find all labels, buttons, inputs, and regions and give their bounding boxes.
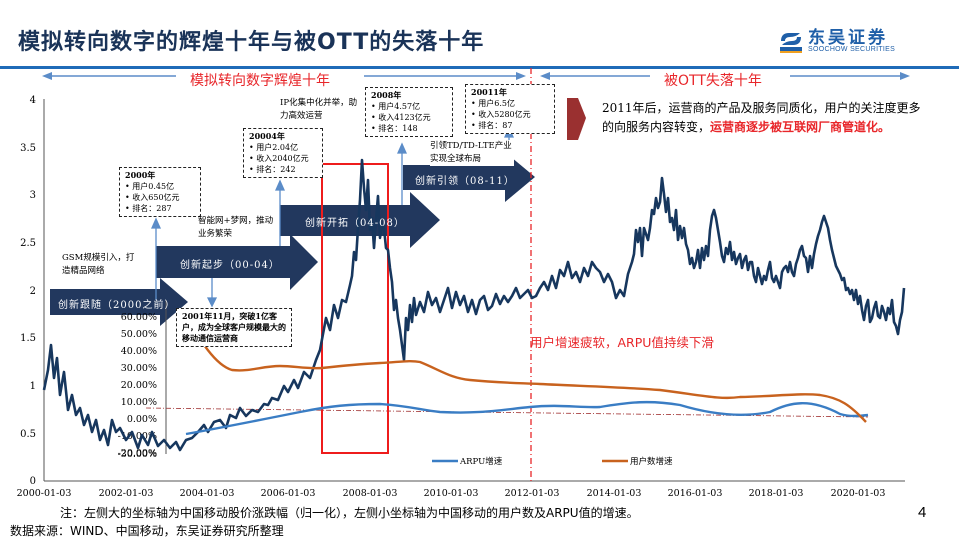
chart-legend: ARPU增速 用户数增速 — [432, 456, 673, 467]
svg-text:10.00%: 10.00% — [121, 397, 157, 408]
era-left-label: 模拟转向数字辉煌十年 — [190, 73, 330, 89]
milestone-users: 用户6.5亿 — [478, 99, 515, 108]
milestone-year: 2000年 — [125, 170, 156, 180]
svg-text:3.5: 3.5 — [20, 143, 36, 154]
milestone-revenue: 收入5280亿元 — [478, 110, 531, 119]
milestone-revenue: 收入4123亿元 — [378, 113, 431, 122]
phase-label-follow: 创新跟随（2000之前） — [58, 300, 176, 311]
milestone-year: 2008年 — [371, 90, 402, 100]
svg-text:0.00%: 0.00% — [127, 414, 157, 425]
svg-text:2020-01-03: 2020-01-03 — [831, 488, 886, 499]
milestone-users: 用户0.45亿 — [132, 182, 175, 191]
svg-text:1.5: 1.5 — [20, 333, 36, 344]
milestone-box-2004: 20004年 • 用户2.04亿 • 收入2040亿元 • 排名：242 — [243, 128, 323, 178]
svg-text:2012-01-03: 2012-01-03 — [505, 488, 560, 499]
phase-label-pioneer: 创新开拓（04-08） — [305, 218, 405, 229]
svg-text:40.00%: 40.00% — [121, 346, 157, 357]
svg-text:2.5: 2.5 — [20, 238, 36, 249]
svg-text:20.00%: 20.00% — [121, 380, 157, 391]
annotation-user-growth: 用户增速疲软，ARPU值持续下滑 — [530, 335, 714, 350]
secondary-y-axis: 60.00% 50.00% 40.00% 30.00% 20.00% 10.00… — [118, 300, 167, 459]
svg-text:60.00%: 60.00% — [121, 312, 157, 323]
milestone-users: 用户4.57亿 — [378, 102, 421, 111]
commentary-highlight: 运营商逐步被互联网厂商管道化。 — [710, 120, 891, 134]
milestone-box-2011: 20011年 • 用户6.5亿 • 收入5280亿元 • 排名：87 — [465, 84, 555, 134]
svg-text:-20.00%: -20.00% — [118, 448, 157, 459]
svg-text:2002-01-03: 2002-01-03 — [99, 488, 154, 499]
svg-text:2008-01-03: 2008-01-03 — [343, 488, 398, 499]
stock-chart: 0 0.5 1 1.5 2 2.5 3 3.5 4 2000-01-03 200… — [17, 68, 906, 499]
commentary-text: 2011年后，运营商的产品及服务同质化，用户的关注度更多的向服务内容转变，运营商… — [602, 99, 922, 137]
logo-mark-icon — [778, 31, 804, 53]
phase-label-start: 创新起步（00-04） — [180, 260, 280, 271]
svg-text:2: 2 — [30, 286, 36, 297]
svg-text:0.5: 0.5 — [20, 429, 36, 440]
note-smartnet: 智能网+梦网，推动业务繁荣 — [198, 216, 274, 239]
page-title: 模拟转向数字的辉煌十年与被OTT的失落十年 — [18, 30, 485, 55]
svg-text:-10.00%: -10.00% — [118, 431, 157, 442]
svg-text:2014-01-03: 2014-01-03 — [587, 488, 642, 499]
svg-text:2004-01-03: 2004-01-03 — [180, 488, 235, 499]
header-rule — [0, 66, 959, 69]
milestone-rank: 排名：148 — [378, 124, 418, 133]
note-td: 引领TD/TD-LTE产业实现全球布局 — [430, 140, 514, 166]
logo-en: SOOCHOW SECURITIES — [808, 46, 896, 53]
milestone-users: 用户2.04亿 — [256, 143, 299, 152]
note-ip: IP化集中化并举，助力高效运营 — [280, 98, 358, 121]
milestone-year: 20004年 — [249, 131, 285, 141]
svg-text:50.00%: 50.00% — [121, 329, 157, 340]
svg-text:2006-01-03: 2006-01-03 — [261, 488, 316, 499]
chevron-right-icon — [567, 98, 586, 140]
phase-arrows — [50, 152, 535, 326]
milestone-year: 20011年 — [471, 87, 507, 97]
secondary-tick-neg30: -30.00% — [118, 449, 157, 460]
users-line — [184, 315, 867, 423]
svg-text:1: 1 — [30, 381, 36, 392]
bubble-highlight-box — [321, 163, 389, 454]
milestone-rank: 排名：242 — [256, 165, 296, 174]
svg-text:4: 4 — [30, 95, 36, 106]
milestone-rank: 排名：287 — [132, 204, 172, 213]
price-line — [42, 158, 906, 452]
svg-text:0: 0 — [30, 476, 36, 487]
era-arrows — [42, 72, 910, 80]
page-number: 4 — [918, 504, 927, 521]
logo-cn: 东吴证券 — [808, 28, 888, 48]
note-gsm: GSM规模引入，打造精品网络 — [62, 253, 135, 276]
commentary-normal: 2011年后，运营商的产品及服务同质化，用户的关注度更多的向服务内容转变， — [602, 101, 921, 134]
svg-text:3: 3 — [30, 190, 36, 201]
x-axis: 2000-01-03 2002-01-03 2004-01-03 2006-01… — [17, 480, 905, 499]
svg-text:2018-01-03: 2018-01-03 — [749, 488, 804, 499]
svg-text:2010-01-03: 2010-01-03 — [424, 488, 479, 499]
svg-text:30.00%: 30.00% — [121, 363, 157, 374]
milestone-rank: 排名：87 — [478, 121, 513, 130]
legend-users: 用户数增速 — [630, 456, 673, 467]
svg-text:2000-01-03: 2000-01-03 — [17, 488, 72, 499]
milestone-revenue: 收入650亿元 — [132, 193, 180, 202]
brand-logo: 东吴证券 SOOCHOW SECURITIES — [778, 30, 895, 53]
milestone-revenue: 收入2040亿元 — [256, 154, 309, 163]
milestone-box-2001: 2001年11月，突破1亿客户，成为全球客户规模最大的移动通信运营商 — [176, 308, 292, 347]
legend-arpu: ARPU增速 — [459, 456, 503, 467]
milestone-box-2008: 2008年 • 用户4.57亿 • 收入4123亿元 • 排名：148 — [365, 87, 453, 137]
phase-label-lead: 创新引领（08-11） — [415, 176, 515, 187]
era-right-label: 被OTT失落十年 — [664, 73, 762, 89]
primary-y-axis: 0 0.5 1 1.5 2 2.5 3 3.5 4 — [20, 95, 45, 487]
data-source: 数据来源：WIND、中国移动，东吴证券研究所整理 — [10, 524, 284, 538]
footnote: 注：左侧大的坐标轴为中国移动股价涨跌幅（归一化），左侧小坐标轴为中国移动的用户数… — [60, 506, 639, 520]
milestone-box-2000: 2000年 • 用户0.45亿 • 收入650亿元 • 排名：287 — [119, 167, 201, 217]
arpu-line — [185, 400, 869, 436]
svg-text:2016-01-03: 2016-01-03 — [668, 488, 723, 499]
